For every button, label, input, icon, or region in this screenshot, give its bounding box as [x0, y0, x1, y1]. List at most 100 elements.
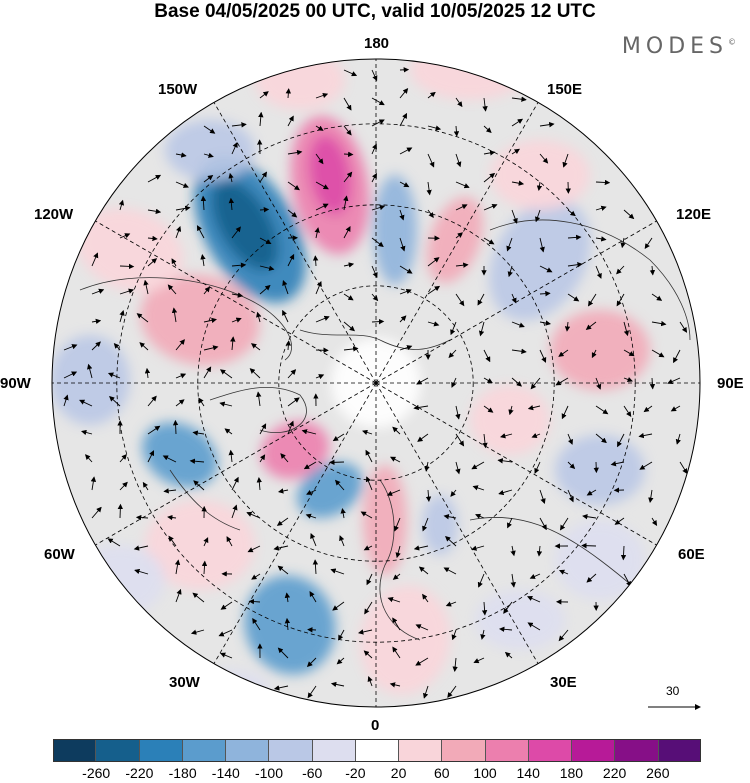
wind-arrow [586, 489, 597, 496]
wind-arrow [471, 461, 485, 470]
wind-arrow [119, 481, 128, 491]
wind-arrow [362, 429, 373, 435]
wind-arrow [651, 320, 667, 327]
wind-arrow [147, 425, 161, 435]
wind-arrow [133, 545, 149, 551]
wind-arrow [526, 595, 541, 603]
wind-arrow [315, 203, 329, 211]
wind-arrow [649, 265, 656, 276]
wind-arrow [332, 601, 345, 611]
colorbar-swatch [182, 739, 227, 762]
colorbar-tick-label: -140 [211, 765, 240, 781]
wind-arrow [312, 255, 319, 267]
wind-arrow [249, 368, 261, 379]
wind-arrow [399, 315, 407, 323]
wind-arrow [287, 420, 294, 435]
meridian-line [213, 382, 377, 664]
wind-arrow [413, 404, 429, 411]
wind-arrow [231, 317, 242, 323]
wind-arrow [336, 657, 345, 665]
wind-arrow [301, 429, 317, 435]
lon-label-120w: 120W [34, 206, 74, 223]
lon-label-60e: 60E [678, 546, 705, 563]
wind-arrow [539, 517, 547, 531]
wind-arrow [198, 397, 205, 407]
anomaly-shading [52, 59, 650, 707]
wind-arrow [472, 485, 485, 491]
wind-arrow [193, 480, 205, 491]
lon-label-90w: 90W [0, 375, 31, 392]
coastline-path [209, 387, 307, 433]
wind-arrow [511, 180, 525, 186]
wind-arrow [567, 234, 582, 241]
wind-arrow [392, 573, 401, 580]
wind-arrow [107, 372, 121, 379]
wind-arrow [511, 209, 518, 224]
wind-arrow [392, 646, 401, 659]
wind-arrow [343, 321, 355, 332]
wind-arrow [189, 458, 205, 464]
wind-arrow [399, 345, 413, 351]
wind-arrow [273, 545, 289, 551]
wind-arrow [174, 559, 181, 575]
wind-arrow [175, 339, 185, 351]
wind-arrow [481, 601, 488, 616]
colorbar-tick-label: -100 [254, 765, 284, 781]
wind-arrow [63, 344, 78, 351]
wind-arrow [230, 336, 236, 351]
wind-arrow [639, 461, 653, 470]
map-title: Base 04/05/2025 00 UTC, valid 10/05/2025… [154, 1, 596, 22]
wind-arrow [427, 153, 435, 168]
wind-arrow [386, 489, 401, 496]
wind-arrow [483, 172, 496, 183]
wind-arrow [247, 545, 261, 553]
wind-arrow [330, 681, 345, 688]
wind-arrow [91, 288, 105, 295]
lon-label-90e: 90E [717, 375, 744, 392]
wind-arrow [119, 310, 125, 323]
wind-arrow [395, 545, 401, 559]
wind-arrow [203, 366, 212, 379]
wind-arrow [623, 405, 632, 418]
wind-arrow [282, 309, 289, 323]
wind-arrow [443, 514, 457, 520]
wind-arrow [91, 506, 102, 519]
wind-arrow [315, 153, 324, 165]
wind-arrow [560, 517, 569, 531]
wind-arrow [453, 125, 460, 137]
wind-arrow [617, 433, 625, 448]
wind-arrow [147, 174, 162, 183]
wind-arrow [623, 376, 633, 383]
colorbar-tick-label: -20 [345, 765, 366, 781]
wind-arrow [390, 456, 401, 463]
anomaly-blob [211, 179, 279, 271]
wind-arrow [259, 423, 267, 435]
anomaly-blob [142, 422, 218, 488]
wind-arrow [450, 321, 457, 336]
colorbar-tick-label: 140 [516, 765, 540, 781]
lon-label-180: 180 [364, 35, 390, 52]
wind-arrow [482, 433, 488, 449]
wind-arrow [511, 377, 522, 387]
wind-arrow [482, 97, 488, 112]
wind-arrow [567, 293, 580, 302]
wind-arrow [343, 69, 358, 77]
wind-arrow [147, 258, 158, 267]
wind-arrow [595, 205, 607, 211]
wind-arrow [511, 321, 525, 328]
wind-arrow [500, 433, 513, 439]
colorbar [53, 739, 701, 762]
lon-label-150e: 150E [547, 81, 583, 98]
wind-arrow [399, 237, 406, 252]
wind-arrow [175, 205, 191, 212]
lon-label-150w: 150W [158, 81, 198, 98]
wind-arrow [201, 560, 208, 575]
wind-arrow [393, 517, 401, 532]
wind-arrow [231, 292, 244, 298]
wind-arrow [219, 401, 233, 407]
wind-arrow [252, 617, 261, 631]
wind-arrow [307, 627, 317, 633]
wind-arrow [306, 489, 317, 495]
wind-arrow [679, 321, 688, 333]
wind-arrow [497, 458, 513, 464]
